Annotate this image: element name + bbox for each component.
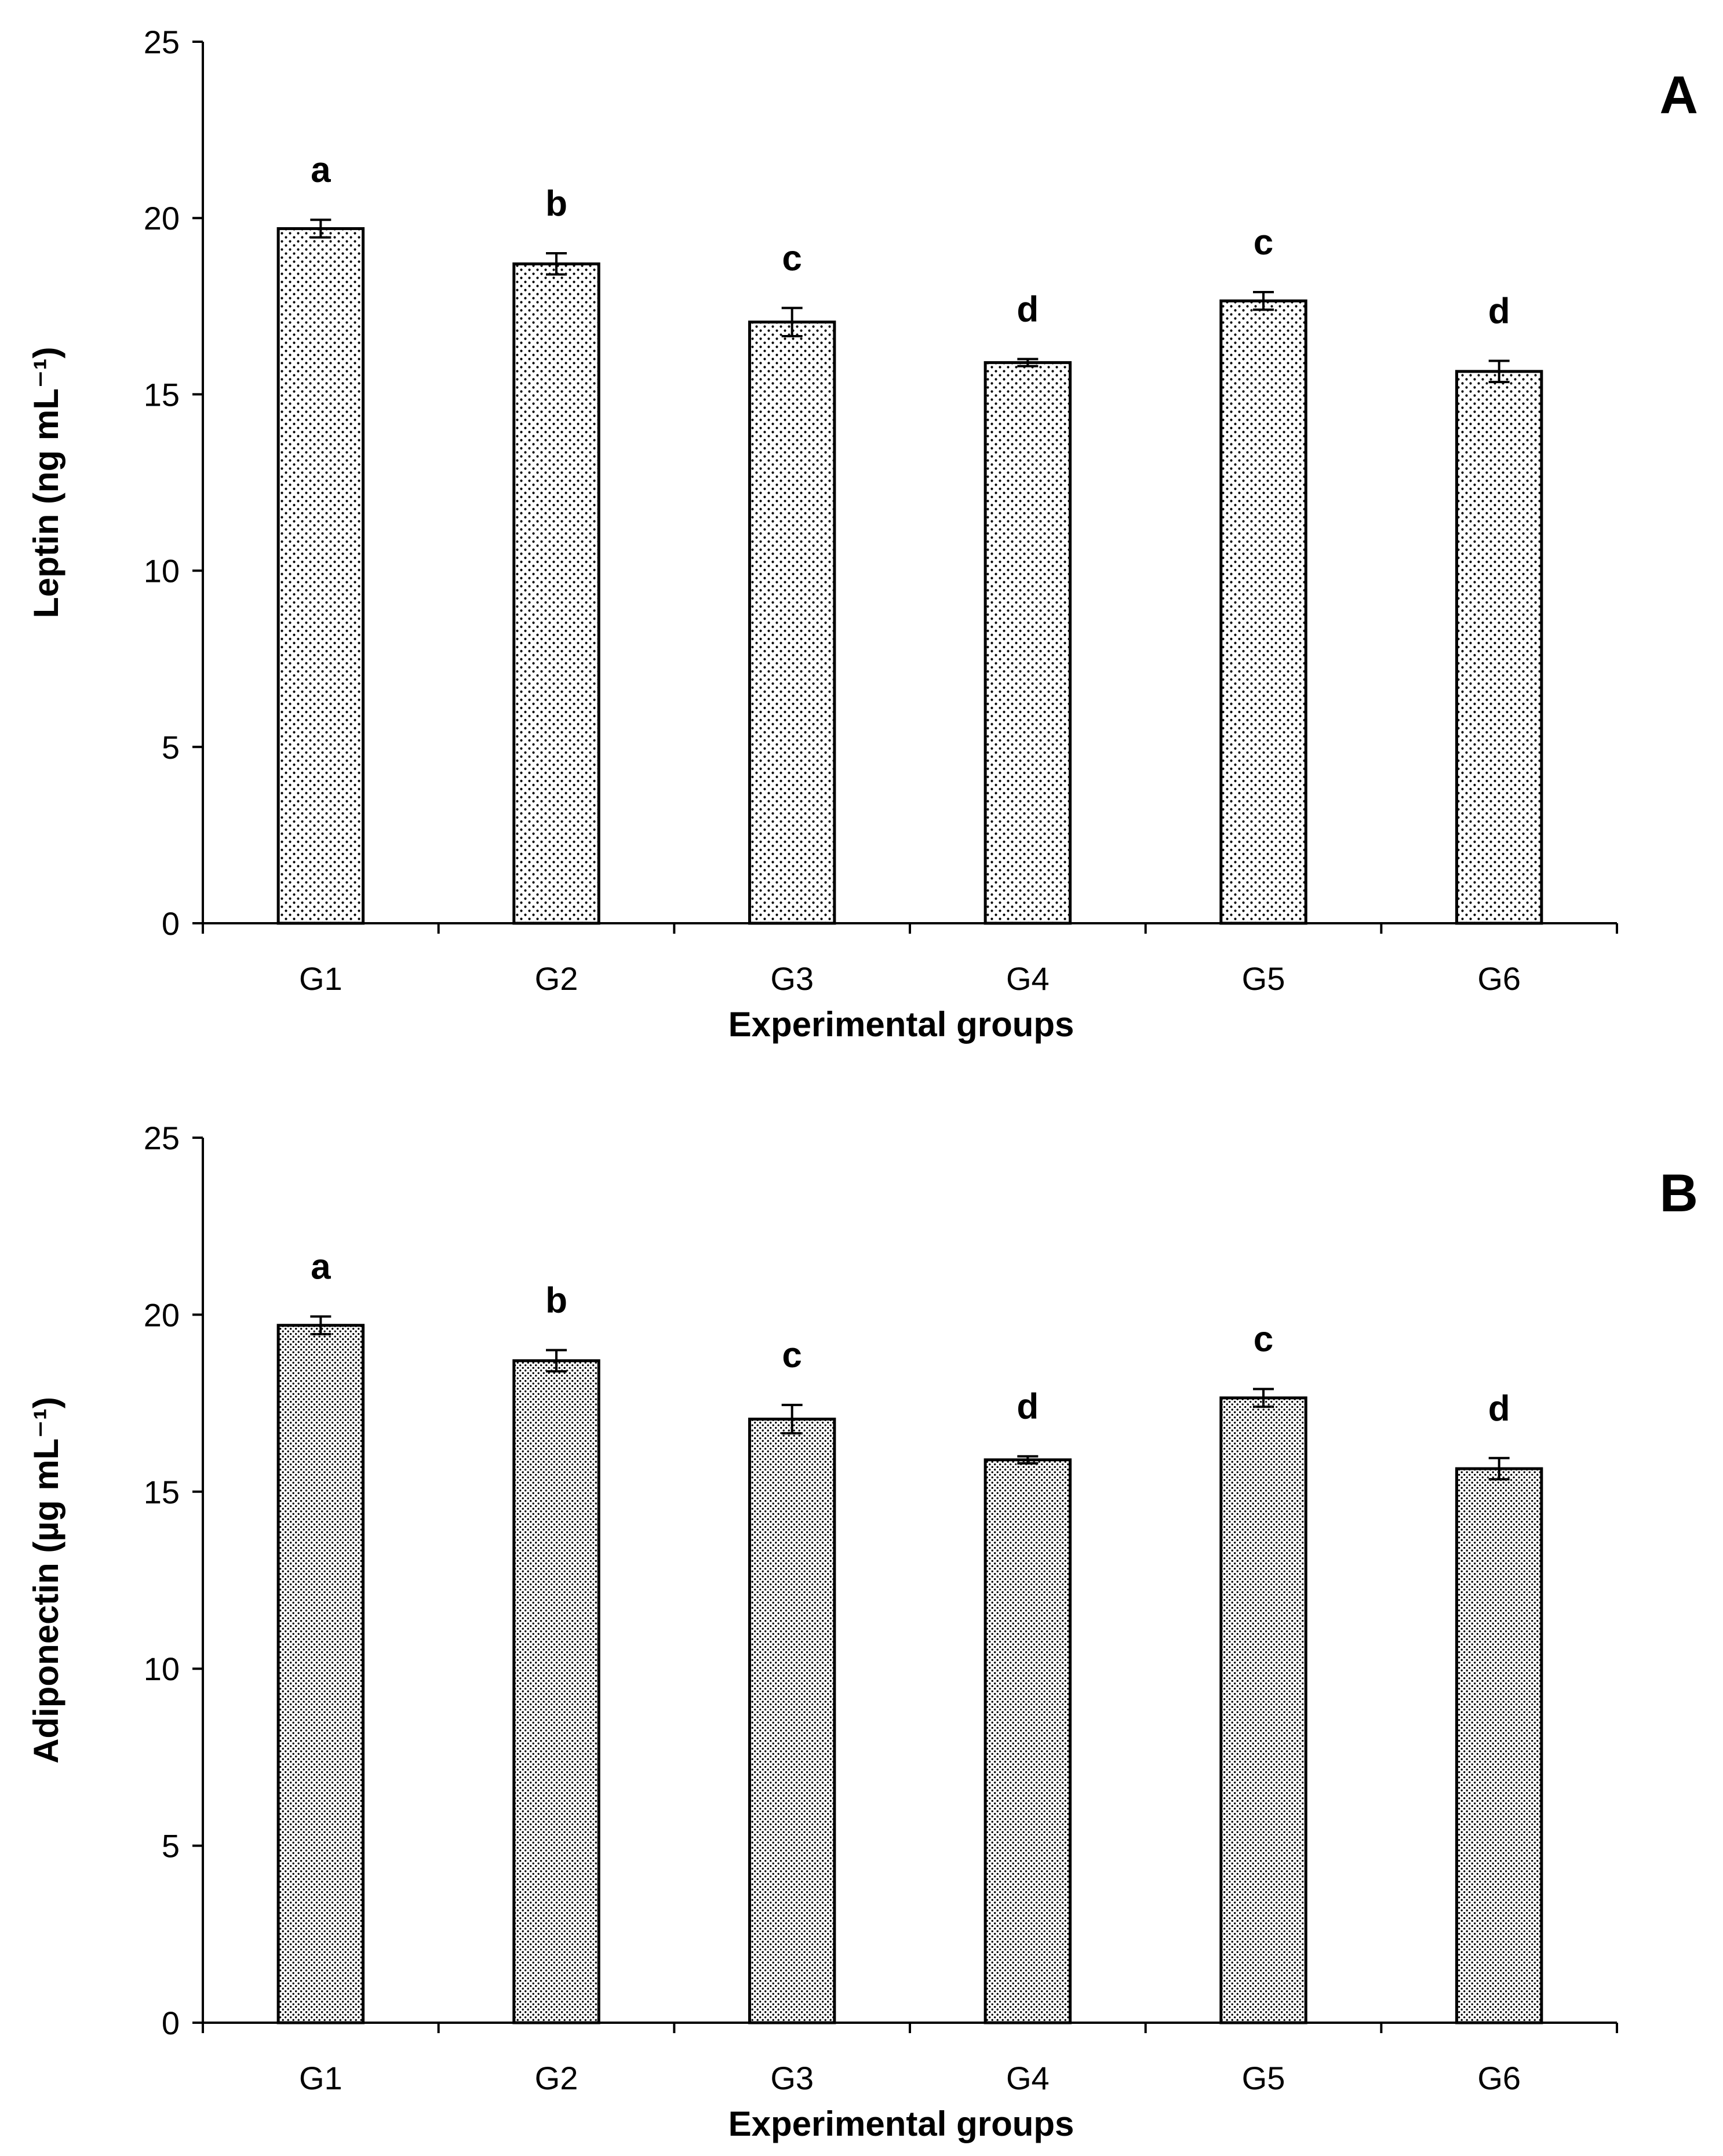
error-bar-g3 [781,1404,803,1435]
x-axis-title: Experimental groups [728,2104,1074,2143]
bar-g5 [1219,299,1307,925]
bar-g2 [512,1359,600,2024]
significance-letter: b [545,1280,567,1320]
x-tick-label: G6 [1477,960,1521,997]
significance-letter: d [1488,292,1510,332]
significance-letter: a [311,1247,331,1287]
x-tick-label: G4 [1006,2060,1050,2096]
significance-letter: c [782,238,802,278]
y-tick-label: 20 [144,200,180,236]
y-tick-label: 15 [144,376,180,413]
bar-g1 [276,227,365,925]
panel-b: 0 5 10 15 20 25 G1 a G2 b G3 c G4 d G5 c G6 d Experimental… [27,1120,1698,2143]
x-tick-label: G2 [535,960,578,997]
error-bar-g4 [1017,1455,1039,1465]
significance-letter: c [782,1335,802,1375]
y-tick-label: 5 [162,1828,180,1864]
bar-g2 [512,262,600,925]
bar-g3 [748,1418,836,2024]
bar-g3 [748,321,836,925]
y-tick-label: 10 [144,553,180,589]
error-bar-g2 [546,252,567,276]
error-bar-g6 [1488,1456,1510,1481]
error-bar-g2 [546,1349,567,1373]
significance-letter: d [1488,1389,1510,1429]
error-bar-g1 [310,1315,332,1335]
error-bar-g5 [1253,290,1274,311]
y-tick-label: 5 [162,729,180,766]
significance-letter: d [1017,1387,1039,1427]
error-bar-g4 [1017,358,1039,367]
x-tick-label: G3 [770,2060,814,2096]
x-axis-title: Experimental groups [728,1005,1074,1044]
bar-g6 [1455,370,1543,925]
panel-label: A [1660,65,1698,125]
x-tick-label: G5 [1242,2060,1285,2096]
y-tick-label: 20 [144,1296,180,1333]
x-tick-label: G4 [1006,960,1050,997]
y-axis-title: Leptin (ng mL⁻¹) [27,347,65,618]
x-tick-label: G2 [535,2060,578,2096]
bar-g6 [1455,1467,1543,2024]
y-axis-title: Adiponectin (µg mL⁻¹) [27,1397,65,1764]
error-bar-g1 [310,218,332,239]
y-tick-label: 25 [144,1120,180,1156]
bar-g4 [983,361,1072,925]
significance-letter: c [1254,1320,1273,1360]
y-tick-label: 0 [162,2005,180,2041]
bar-g1 [276,1324,365,2024]
y-tick-label: 25 [144,24,180,60]
panel-a: 0 5 10 15 20 25 G1 a G2 b G3 c G4 d G5 c G6 d Experimental… [27,24,1698,1044]
significance-letter: c [1254,223,1273,263]
x-tick-label: G1 [299,960,343,997]
x-tick-label: G5 [1242,960,1285,997]
significance-letter: d [1017,290,1039,330]
x-tick-label: G3 [770,960,814,997]
error-bar-g5 [1253,1387,1274,1408]
bar-g5 [1219,1396,1307,2024]
error-bar-g6 [1488,359,1510,384]
x-tick-label: G6 [1477,2060,1521,2096]
panel-label: B [1660,1164,1698,1223]
y-tick-label: 15 [144,1474,180,1510]
significance-letter: b [545,184,567,224]
significance-letter: a [311,150,331,190]
x-tick-label: G1 [299,2060,343,2096]
y-tick-label: 10 [144,1651,180,1687]
y-tick-label: 0 [162,905,180,942]
error-bar-g3 [781,307,803,338]
bar-g4 [983,1458,1072,2024]
